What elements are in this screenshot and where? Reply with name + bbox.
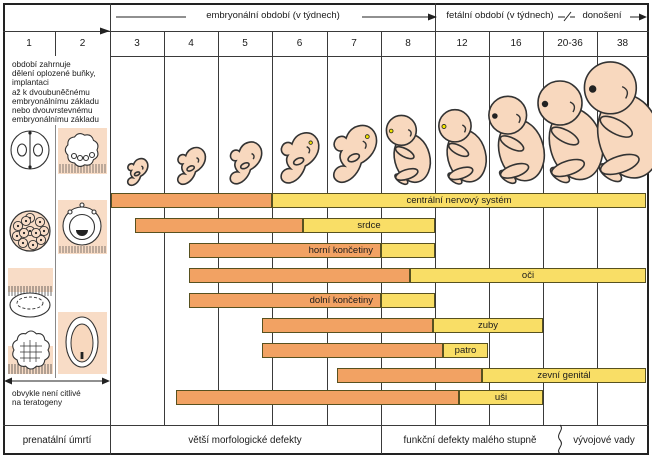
grid-line [3, 31, 649, 32]
fetus-figure-week-6 [276, 128, 323, 188]
grid-line [489, 31, 490, 425]
not-sensitive-note: obvykle není citlivé na teratogeny [12, 389, 81, 408]
week-column-label: 4 [188, 38, 194, 49]
bar-label-zevni-genital: zevní genitál [537, 370, 591, 381]
grid-line [110, 3, 111, 455]
less-sensitive-segment-zuby [433, 318, 543, 333]
sensitive-segment-zevni-genital [337, 368, 482, 383]
fetus-figure-week-3 [125, 156, 150, 188]
fetus-figure-week-7 [328, 120, 381, 188]
sensitive-segment-horni-koncetiny [189, 243, 381, 258]
less-sensitive-segment-zevni-genital [482, 368, 646, 383]
pre-embryonic-description: období zahrnuje dělení oplozené buňky, i… [12, 60, 99, 125]
week-column-label: 16 [510, 38, 522, 49]
week-column-label: 12 [456, 38, 468, 49]
week-column-label: 8 [405, 38, 411, 49]
week-column-label: 2 [79, 38, 86, 49]
grid-line [543, 31, 544, 425]
bar-label-patro: patro [454, 345, 477, 356]
fetus-figure-week-16 [482, 92, 551, 188]
footer-developmental-defects: vývojové vady [573, 435, 635, 446]
fetus-figure-week-5 [226, 138, 265, 188]
sensitive-segment-usi [176, 390, 459, 405]
week-column-label: 38 [616, 38, 629, 49]
week-column-label: 5 [242, 38, 248, 49]
grid-line [110, 56, 649, 57]
bar-label-dolni-koncetiny: dolní končetiny [309, 295, 373, 306]
fetus-figure-week-4 [174, 144, 208, 188]
week-column-label: 3 [134, 38, 140, 49]
less-sensitive-segment-horni-koncetiny [381, 243, 435, 258]
fetal-period-label: fetální období (v týdnech) [446, 10, 554, 21]
less-sensitive-segment-centralni-nervovy-system [272, 193, 646, 208]
bar-label-srdce: srdce [357, 220, 381, 231]
grid-line [597, 31, 598, 425]
bar-label-zuby: zuby [477, 320, 499, 331]
week-column-label: 7 [351, 38, 357, 49]
grid-line [3, 425, 649, 426]
footer-major-defects: větší morfologické defekty [188, 435, 302, 446]
week-column-label: 20-36 [557, 38, 583, 49]
grid-line [55, 31, 56, 56]
bar-label-oci: oči [521, 270, 535, 281]
outer-frame [3, 3, 649, 455]
less-sensitive-segment-dolni-koncetiny [381, 293, 435, 308]
grid-line [381, 31, 382, 454]
term-label: donošení [582, 10, 622, 21]
less-sensitive-segment-srdce [303, 218, 435, 233]
week-column-label: 6 [296, 38, 303, 49]
sensitive-segment-oci [189, 268, 410, 283]
sensitive-segment-dolni-koncetiny [189, 293, 381, 308]
less-sensitive-segment-oci [410, 268, 646, 283]
bar-label-centralni-nervovy-system: centrální nervový systém [406, 195, 512, 206]
bar-label-horni-koncetiny: horní končetiny [308, 245, 373, 256]
footer-prenatal-death: prenatální úmrtí [22, 435, 92, 446]
fetus-figure-week-38 [575, 56, 652, 188]
embryonic-period-label: embryonální období (v týdnech) [206, 10, 340, 21]
sensitive-segment-patro [262, 343, 443, 358]
grid-line [435, 3, 436, 425]
less-sensitive-segment-patro [443, 343, 488, 358]
sensitive-segment-centralni-nervovy-system [111, 193, 272, 208]
fetus-figure-week-20-36 [530, 76, 610, 188]
sensitive-segment-zuby [262, 318, 433, 333]
less-sensitive-segment-usi [459, 390, 543, 405]
fetus-figure-week-12 [433, 106, 492, 188]
week-column-label: 1 [26, 38, 32, 49]
fetus-figure-week-8 [381, 112, 435, 188]
footer-minor-functional-defects: funkční defekty malého stupně [403, 435, 537, 446]
bar-label-usi: uši [494, 392, 508, 403]
grid-line [55, 125, 56, 378]
sensitive-segment-srdce [135, 218, 303, 233]
